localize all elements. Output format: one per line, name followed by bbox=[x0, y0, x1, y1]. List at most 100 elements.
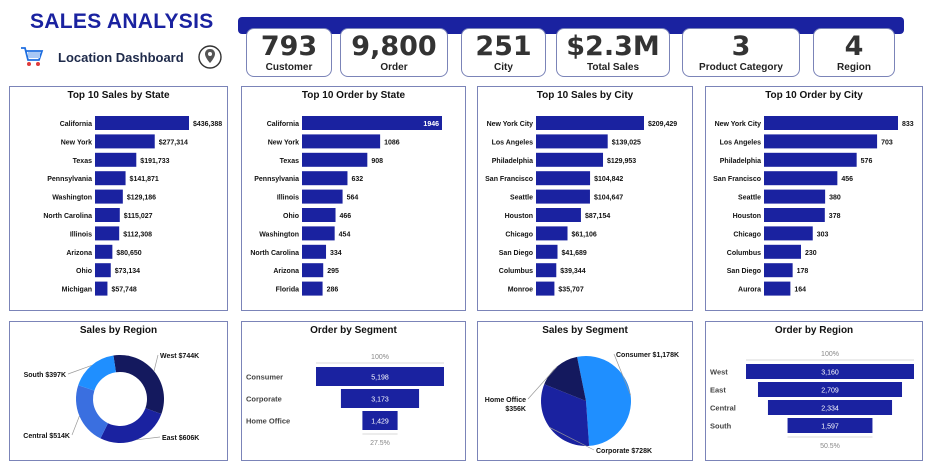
data-label: $277,314 bbox=[159, 139, 188, 146]
chart-card-order-by-city: Top 10 Order by City New York City 833 Los… bbox=[705, 86, 923, 311]
category-label: Pennsylvania bbox=[47, 176, 92, 183]
category-label: North Carolina bbox=[43, 213, 92, 220]
slice-label: Central $514K bbox=[23, 433, 70, 440]
category-label: Columbus bbox=[499, 268, 533, 275]
bar bbox=[95, 263, 111, 278]
category-label: New York bbox=[61, 139, 92, 146]
kpi-card-city: 251 City bbox=[461, 28, 546, 77]
funnel-category: Consumer bbox=[246, 373, 283, 382]
bar bbox=[95, 171, 126, 186]
category-label: Los Angeles bbox=[720, 139, 761, 146]
data-label: $104,647 bbox=[594, 195, 623, 202]
bar bbox=[536, 281, 555, 296]
bar bbox=[764, 152, 857, 167]
leader-line bbox=[67, 365, 92, 375]
kpi-value: 3 bbox=[731, 31, 751, 62]
data-label: $129,186 bbox=[127, 195, 156, 202]
funnel-category: Corporate bbox=[246, 395, 282, 404]
category-label: Philadelphia bbox=[492, 158, 533, 165]
kpi-label: City bbox=[494, 62, 513, 73]
kpi-card-customer: 793 Customer bbox=[246, 28, 332, 77]
category-label: Washington bbox=[52, 195, 92, 202]
category-label: Philadelphia bbox=[720, 158, 761, 165]
donut-slice bbox=[78, 355, 116, 391]
data-label: 1086 bbox=[384, 139, 400, 146]
bar bbox=[302, 244, 327, 259]
category-label: San Francisco bbox=[485, 176, 533, 183]
data-label: $87,154 bbox=[585, 213, 610, 220]
chart-title: Sales by Region bbox=[79, 325, 158, 336]
bar bbox=[302, 171, 348, 186]
data-label: 456 bbox=[841, 176, 853, 183]
donut-slice bbox=[76, 385, 109, 439]
category-label: Arizona bbox=[273, 268, 299, 275]
chart-card-order-by-segment: Order by Segment 100% 5,198 Consumer 3,173 C… bbox=[241, 321, 466, 461]
category-label: California bbox=[60, 121, 92, 128]
slice-label: East $606K bbox=[162, 435, 199, 442]
category-label: Florida bbox=[276, 287, 299, 294]
funnel-bar bbox=[746, 364, 914, 379]
kpi-label: Order bbox=[380, 62, 408, 73]
bar bbox=[302, 226, 335, 241]
bar bbox=[536, 226, 568, 241]
chart-title: Order by Segment bbox=[310, 325, 397, 336]
dashboard-title: SALES ANALYSIS bbox=[30, 10, 214, 33]
bar bbox=[764, 244, 801, 259]
data-label: $80,650 bbox=[116, 250, 141, 257]
data-label: 1946 bbox=[423, 121, 439, 128]
bar bbox=[764, 171, 838, 186]
bar bbox=[95, 134, 155, 149]
category-label: New York City bbox=[487, 121, 534, 128]
funnel-bar bbox=[362, 411, 398, 430]
slice-label: Home Office bbox=[485, 397, 526, 404]
bar bbox=[302, 116, 442, 130]
slice-label: $356K bbox=[505, 406, 526, 413]
bar bbox=[764, 263, 793, 278]
bar bbox=[764, 226, 813, 241]
funnel-category: West bbox=[710, 368, 728, 377]
bar bbox=[764, 208, 825, 222]
chart-title: Top 10 Sales by City bbox=[536, 90, 634, 101]
bar bbox=[764, 134, 878, 149]
funnel-value: 3,173 bbox=[371, 397, 389, 404]
bar bbox=[95, 189, 123, 204]
category-label: San Francisco bbox=[713, 176, 761, 183]
kpi-label: Customer bbox=[265, 62, 313, 73]
data-label: $61,106 bbox=[572, 231, 597, 238]
bar-chart-sales-by-state: California $436,388 New York $277,314 Texas $… bbox=[43, 116, 222, 296]
data-label: $115,027 bbox=[124, 213, 153, 220]
data-label: 454 bbox=[339, 231, 351, 238]
data-label: $35,707 bbox=[558, 287, 583, 294]
bar bbox=[302, 134, 381, 149]
bar-chart-order-by-state: California 1946 New York 1086 Texas 908 Pennsy… bbox=[250, 116, 442, 296]
funnel-bottom-percent: 27.5% bbox=[370, 440, 390, 447]
category-label: San Diego bbox=[727, 268, 761, 275]
location-pin-icon bbox=[197, 45, 222, 69]
data-label: $104,842 bbox=[594, 176, 623, 183]
data-label: $112,308 bbox=[123, 231, 152, 238]
data-label: 286 bbox=[327, 287, 339, 294]
category-label: Ohio bbox=[283, 213, 299, 220]
category-label: Houston bbox=[733, 213, 761, 220]
donut-slice bbox=[113, 355, 164, 414]
data-label: $209,429 bbox=[648, 121, 677, 128]
data-label: $57,748 bbox=[111, 287, 136, 294]
category-label: Chicago bbox=[505, 231, 533, 238]
data-label: $139,025 bbox=[612, 139, 641, 146]
bar bbox=[95, 208, 120, 222]
leader-line bbox=[136, 436, 161, 441]
kpi-label: Total Sales bbox=[586, 62, 640, 73]
kpi-card-product-category: 3 Product Category bbox=[682, 28, 800, 77]
chart-title: Sales by Segment bbox=[542, 325, 628, 336]
funnel-top-percent: 100% bbox=[371, 354, 389, 361]
data-label: 908 bbox=[371, 158, 383, 165]
data-label: 564 bbox=[347, 195, 359, 202]
category-label: New York bbox=[268, 139, 299, 146]
pie-chart-sales-by-segment: Consumer $1,178K Corporate $728K Home Offi… bbox=[485, 352, 679, 455]
category-label: Monroe bbox=[508, 287, 533, 294]
funnel-value: 2,334 bbox=[821, 406, 839, 413]
kpi-card-region: 4 Region bbox=[813, 28, 895, 77]
pie-slice bbox=[544, 356, 586, 401]
funnel-category: East bbox=[710, 386, 726, 395]
leader-line bbox=[153, 354, 159, 372]
